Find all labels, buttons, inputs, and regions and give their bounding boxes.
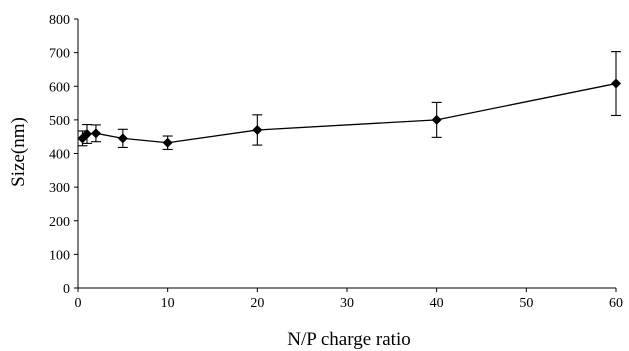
y-tick-label: 500 <box>49 114 70 129</box>
y-tick-label: 200 <box>49 215 70 230</box>
x-tick-label: 10 <box>161 296 175 311</box>
ticks: 0 100 200 300 400 500 600 700 800 0 10 20 30 40 50 60 <box>49 13 623 311</box>
error-bars <box>77 51 621 151</box>
x-tick-label: 20 <box>250 296 264 311</box>
x-tick-label: 50 <box>519 296 533 311</box>
x-tick-label: 30 <box>340 296 354 311</box>
x-tick-label: 40 <box>430 296 444 311</box>
data-point-marker <box>431 114 442 125</box>
y-tick-label: 0 <box>63 282 70 297</box>
axes <box>77 19 616 289</box>
y-tick-label: 700 <box>49 47 70 62</box>
data-point-marker <box>162 137 173 148</box>
x-tick-label: 60 <box>609 296 623 311</box>
data-point-marker <box>117 133 128 144</box>
y-tick-label: 100 <box>49 248 70 263</box>
y-tick-label: 400 <box>49 148 70 163</box>
y-tick-label: 600 <box>49 80 70 95</box>
series-group <box>77 78 621 148</box>
data-point-marker <box>90 128 101 139</box>
data-point-marker <box>611 78 621 89</box>
y-tick-label: 800 <box>49 13 70 28</box>
y-tick-label: 300 <box>49 181 70 196</box>
x-tick-label: 0 <box>75 296 82 311</box>
data-point-marker <box>81 128 92 139</box>
x-axis-title: N/P charge ratio <box>287 329 410 350</box>
data-point-marker <box>252 124 263 135</box>
series-line <box>82 82 617 144</box>
y-axis-title: Size(nm) <box>8 117 29 187</box>
